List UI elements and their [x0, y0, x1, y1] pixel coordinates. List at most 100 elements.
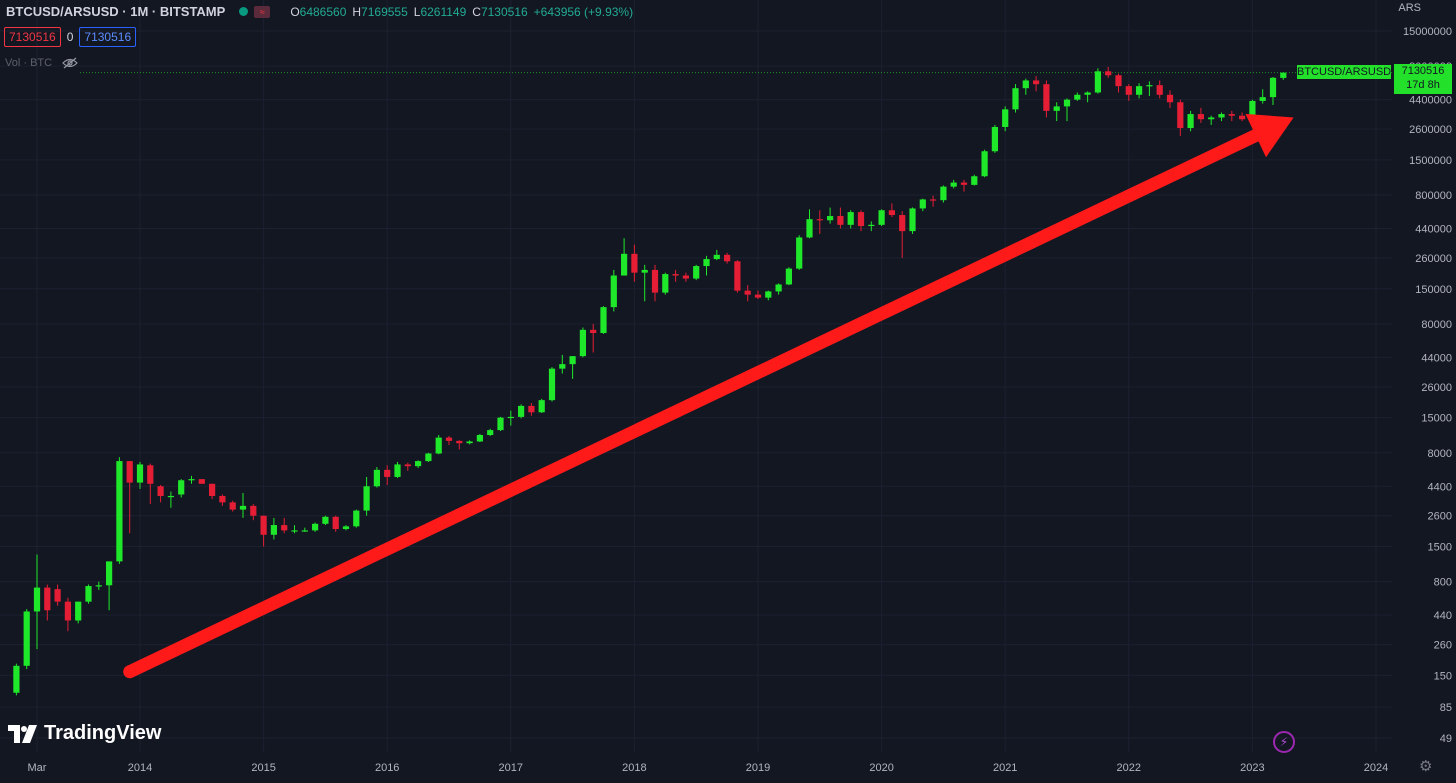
candle-body — [1218, 114, 1225, 118]
candle-body — [13, 665, 20, 693]
y-tick-label: 85 — [1440, 702, 1452, 714]
candle-body — [373, 469, 380, 487]
volume-label: Vol · BTC — [5, 57, 53, 69]
candle-body — [445, 437, 453, 441]
candle-body — [209, 483, 216, 496]
candle-body — [538, 400, 545, 413]
series-name-tag: BTCUSD/ARSUSD — [1297, 65, 1392, 79]
y-tick-label: 26000 — [1421, 382, 1452, 394]
candle-body — [919, 199, 926, 209]
candle-body — [827, 216, 834, 221]
candle-body — [1043, 84, 1050, 111]
candle-body — [878, 210, 885, 225]
candle-body — [435, 437, 442, 454]
annotation-layer — [123, 113, 1294, 679]
candle-body — [1177, 102, 1184, 129]
candle-body — [621, 253, 628, 276]
y-tick-label: 2600 — [1428, 511, 1452, 523]
x-tick-label: 2022 — [1117, 762, 1141, 774]
candle-body — [1136, 86, 1143, 95]
candle-body — [147, 465, 154, 484]
candle-body — [250, 505, 257, 516]
candle-body — [1033, 80, 1040, 85]
candle-body — [1156, 85, 1163, 95]
y-tick-label: 260 — [1434, 640, 1452, 652]
wave-icon[interactable]: ≈ — [254, 5, 271, 18]
x-tick-label: 2018 — [622, 762, 646, 774]
flash-icon[interactable]: ⚡ — [1273, 731, 1295, 753]
candle-body — [33, 587, 41, 612]
candle-body — [775, 284, 782, 292]
candle-body — [1146, 85, 1153, 87]
y-tick-label: 15000 — [1421, 413, 1452, 425]
candle-body — [476, 434, 483, 442]
candle-body — [487, 430, 494, 435]
x-tick-label: 2019 — [746, 762, 770, 774]
y-tick-label: 800000 — [1415, 190, 1452, 202]
candle-body — [1094, 71, 1101, 93]
y-tick-label: 150000 — [1415, 284, 1452, 296]
x-tick-label: Mar — [28, 762, 47, 774]
candle-body — [1228, 114, 1235, 116]
close-label: C — [472, 4, 481, 19]
candle-body — [1002, 109, 1009, 127]
candle-body — [332, 516, 339, 530]
candle-body — [693, 266, 700, 279]
candle-body — [1197, 114, 1204, 120]
candle-body — [724, 254, 731, 262]
candle-body — [1187, 114, 1194, 129]
candle-body — [219, 495, 226, 503]
candle-body — [847, 212, 854, 225]
candle-body — [950, 182, 957, 187]
candle-body — [1105, 71, 1112, 76]
volume-indicator[interactable]: Vol · BTC — [5, 57, 78, 69]
chart-header: BTCUSD/ARSUSD · 1M · BITSTAMP ≈ O6486560… — [6, 4, 633, 19]
candle-body — [651, 269, 659, 293]
candle-body — [569, 356, 576, 365]
candle-body — [930, 199, 937, 201]
y-tick-label: 440000 — [1415, 224, 1452, 236]
candle-body — [64, 601, 71, 621]
tradingview-logo-icon — [8, 724, 37, 743]
candle-body — [559, 364, 566, 369]
y-tick-label: 49 — [1440, 733, 1452, 745]
settings-gear-icon[interactable]: ⚙ — [1419, 758, 1433, 775]
symbol-title[interactable]: BTCUSD/ARSUSD · 1M · BITSTAMP — [6, 4, 226, 19]
y-tick-label: 8000 — [1428, 448, 1452, 460]
y-tick-label: 260000 — [1415, 253, 1452, 265]
eye-hidden-icon[interactable] — [62, 57, 78, 69]
candle-body — [765, 291, 772, 298]
buy-price-button[interactable]: 7130516 — [79, 27, 137, 47]
x-tick-label: 2014 — [128, 762, 152, 774]
close-value: 7130516 — [480, 4, 528, 19]
y-tick-label: 4400 — [1428, 481, 1452, 493]
candle-body — [198, 479, 205, 484]
candle-body — [384, 469, 391, 477]
bar-countdown: 17d 8h — [1406, 79, 1440, 91]
tradingview-logo[interactable]: TradingView — [8, 722, 161, 745]
candle-body — [394, 464, 401, 477]
y-tick-label: 80000 — [1421, 319, 1452, 331]
candle-body — [126, 461, 133, 483]
candle-body — [157, 486, 164, 496]
sell-price-button[interactable]: 7130516 — [4, 27, 61, 47]
candle-body — [497, 417, 504, 431]
x-tick-label: 2015 — [251, 762, 275, 774]
candle-body — [682, 275, 689, 279]
candle-body — [796, 237, 803, 269]
x-tick-label: 2023 — [1240, 762, 1264, 774]
candle-body — [1166, 94, 1174, 103]
candle-body — [116, 461, 123, 562]
candle-body — [857, 212, 865, 227]
y-tick-label: 150 — [1434, 670, 1452, 682]
ohlc-readout: O6486560 H7169555 L6261149 C7130516 +643… — [290, 5, 633, 19]
candle-body — [590, 329, 597, 334]
x-tick-label: 2016 — [375, 762, 399, 774]
trend-arrow-shaft — [123, 129, 1263, 679]
trend-arrow-head — [1245, 113, 1294, 158]
candle-body — [342, 526, 350, 530]
change-value: +643956 (+9.93%) — [533, 4, 634, 19]
x-tick-label: 2021 — [993, 762, 1017, 774]
y-tick-label: 2600000 — [1409, 124, 1452, 136]
